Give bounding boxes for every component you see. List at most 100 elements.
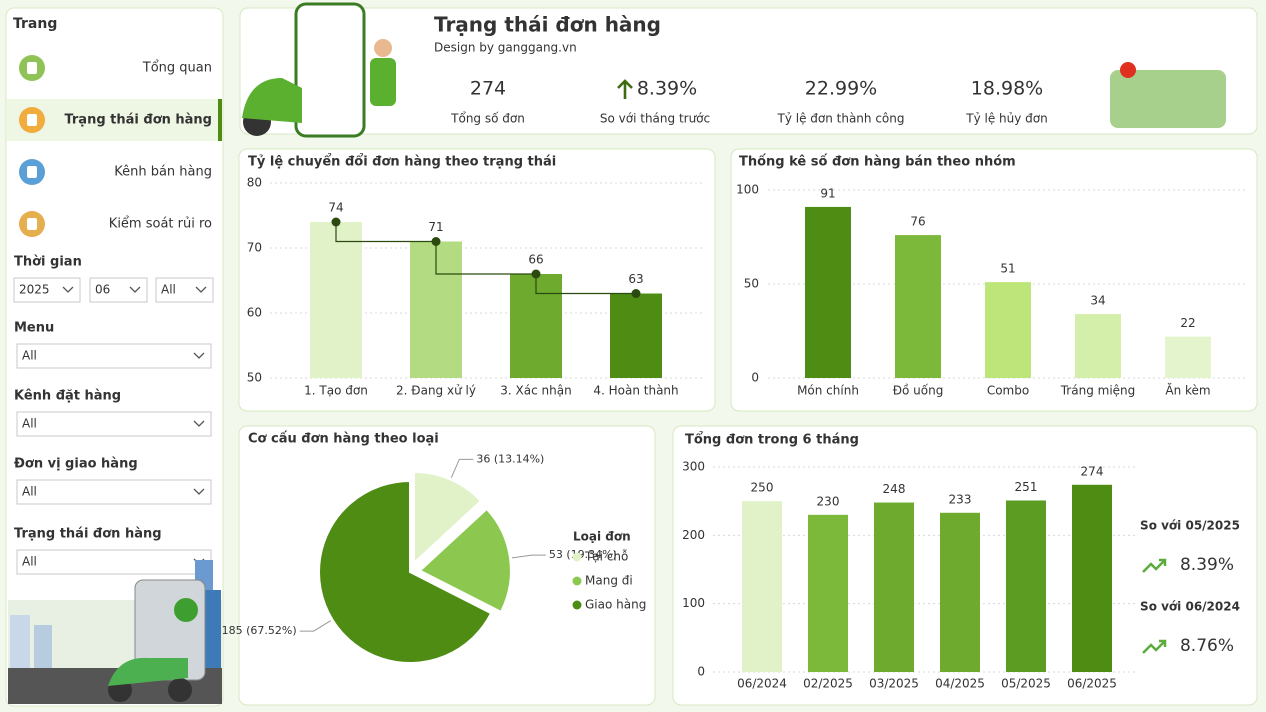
dropdown[interactable] [16,411,212,437]
dropdown[interactable] [16,549,212,575]
filter-label: Trạng thái đơn hàng [14,527,162,542]
bar [808,514,848,672]
bar [985,282,1031,378]
x-tick-label: 05/2025 [1001,677,1051,691]
sidebar-title: Trang [13,16,57,32]
data-label: 53 (19.34%) [549,548,617,561]
rider-decor [1120,62,1136,78]
dropdown[interactable] [16,343,212,369]
x-tick-label: 1. Tạo đơn [304,384,368,398]
dropdown-value: All [22,349,37,363]
data-label: 91 [820,186,835,200]
y-tick-label: 200 [682,528,705,542]
pie-slice [418,507,512,614]
kpi-label: Tỷ lệ đơn thành công [776,112,904,126]
building-decor [34,625,52,670]
legend-label: Tại chỗ [584,550,628,564]
bar [742,501,782,672]
comparison-label: So với 06/2024 [1140,600,1240,614]
trend-icon [1142,639,1167,654]
data-label: 63 [628,272,643,286]
y-tick-label: 0 [751,371,759,385]
kpi-arrow [617,79,633,99]
scooter-decor [108,657,188,686]
courier-decor [374,39,392,57]
pin-decor [174,598,198,622]
page-title: Trạng thái đơn hàng [434,13,661,37]
leader-line [299,620,331,632]
filter-label: Đơn vị giao hàng [14,457,138,472]
bar [874,502,914,672]
nav-icon-inner [27,114,37,126]
comparison-value: 8.39% [1180,555,1234,575]
chart-title: Tổng đơn trong 6 tháng [685,432,859,448]
y-tick-label: 100 [682,596,705,610]
chart-title: Cơ cấu đơn hàng theo loại [248,432,439,447]
x-tick-label: 4. Hoàn thành [593,384,678,398]
kpi-value: 8.39% [637,78,697,100]
dropdown-chevron [129,286,141,293]
legend-marker [572,576,582,586]
dropdown-chevron [195,286,207,293]
building-decor [205,590,221,670]
legend-marker [572,600,582,610]
nav-item[interactable]: Trạng thái đơn hàng [64,113,212,128]
x-tick-label: Combo [987,384,1029,398]
courier-decor [370,58,396,106]
y-tick-label: 50 [247,371,262,385]
data-label: 51 [1000,262,1015,276]
y-tick-label: 70 [247,241,262,255]
nav-item[interactable]: Tổng quan [142,61,212,76]
y-tick-label: 300 [682,460,705,474]
data-label: 36 (13.14%) [476,452,544,465]
data-label: 274 [1081,464,1104,478]
step-dot [331,217,341,227]
bar [805,206,851,378]
kpi-label: So với tháng trước [600,112,710,126]
data-label: 74 [328,201,343,215]
dropdown-chevron [193,488,205,495]
data-label: 185 (67.52%) [222,624,297,637]
data-label: 34 [1090,294,1105,308]
legend-label: Giao hàng [585,598,646,612]
scooter-decor [242,78,302,123]
x-tick-label: 06/2025 [1067,677,1117,691]
x-tick-label: 03/2025 [869,677,919,691]
leader-line [511,554,546,559]
kpi-value: 274 [470,78,506,100]
step-dot [431,237,441,246]
comparison-value: 8.76% [1180,636,1234,656]
nav-item[interactable]: Kiểm soát rủi ro [109,217,212,232]
step-dot [531,269,541,279]
filter-label: Thời gian [14,255,82,270]
legend-marker [572,552,582,562]
data-label: 76 [910,215,925,229]
kpi-value: 22.99% [805,78,877,100]
dropdown[interactable] [16,479,212,505]
phone-decor [294,2,366,138]
filter-label: Menu [14,321,54,336]
scooter-wheel-decor [168,678,192,702]
data-label: 248 [883,482,906,496]
x-tick-label: 2. Đang xử lý [396,384,476,398]
step-line [435,241,536,275]
bar [940,512,980,672]
x-tick-label: Đồ uống [893,384,944,398]
dropdown[interactable] [13,277,81,303]
y-tick-label: 100 [736,183,759,197]
dropdown-chevron [62,286,74,293]
step-line [535,274,636,295]
x-tick-label: Ăn kèm [1165,383,1210,398]
x-tick-label: Tráng miệng [1060,384,1136,398]
nav-item[interactable]: Kênh bán hàng [114,165,212,180]
kpi-label: Tỷ lệ hủy đơn [965,112,1047,126]
data-label: 250 [751,481,774,495]
dropdown-value: All [22,417,37,431]
filter-label: Kênh đặt hàng [14,389,121,404]
bar [1165,336,1211,378]
motorbike-decor [1110,70,1226,128]
panel [239,7,1258,135]
chart-title: Thống kê số đơn hàng bán theo nhóm [739,155,1016,170]
dropdown-value: 06 [95,283,110,297]
y-tick-label: 0 [697,665,705,679]
